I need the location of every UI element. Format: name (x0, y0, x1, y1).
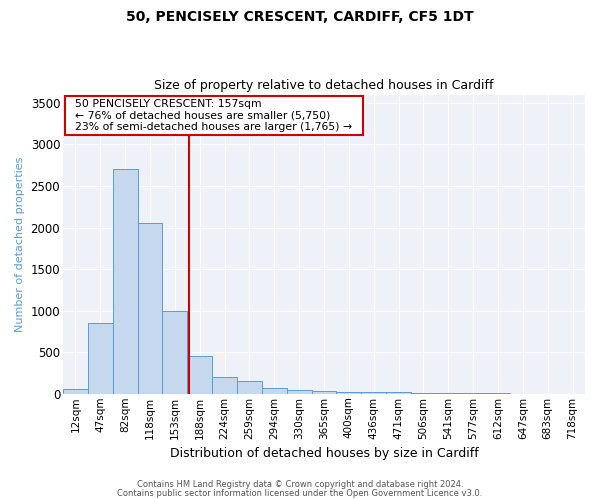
Bar (88, 323, 113, 394)
Bar (63, 389, 88, 394)
Bar (262, 388, 287, 394)
Bar (361, 392, 386, 394)
Bar (237, 382, 262, 394)
Bar (386, 392, 411, 394)
Y-axis label: Number of detached properties: Number of detached properties (15, 156, 25, 332)
Bar (137, 224, 163, 394)
Title: Size of property relative to detached houses in Cardiff: Size of property relative to detached ho… (154, 79, 494, 92)
Text: Contains public sector information licensed under the Open Government Licence v3: Contains public sector information licen… (118, 488, 482, 498)
Bar (411, 393, 436, 394)
Bar (337, 392, 361, 394)
Bar (212, 376, 237, 394)
Bar (311, 391, 337, 394)
Text: 50, PENCISELY CRESCENT, CARDIFF, CF5 1DT: 50, PENCISELY CRESCENT, CARDIFF, CF5 1DT (126, 10, 474, 24)
Bar (287, 390, 311, 394)
Text: Contains HM Land Registry data © Crown copyright and database right 2024.: Contains HM Land Registry data © Crown c… (137, 480, 463, 489)
Text: 50 PENCISELY CRESCENT: 157sqm  
  ← 76% of detached houses are smaller (5,750)  : 50 PENCISELY CRESCENT: 157sqm ← 76% of d… (68, 99, 359, 132)
Bar (163, 310, 187, 394)
Bar (113, 170, 137, 394)
X-axis label: Distribution of detached houses by size in Cardiff: Distribution of detached houses by size … (170, 447, 478, 460)
Bar (187, 356, 212, 394)
